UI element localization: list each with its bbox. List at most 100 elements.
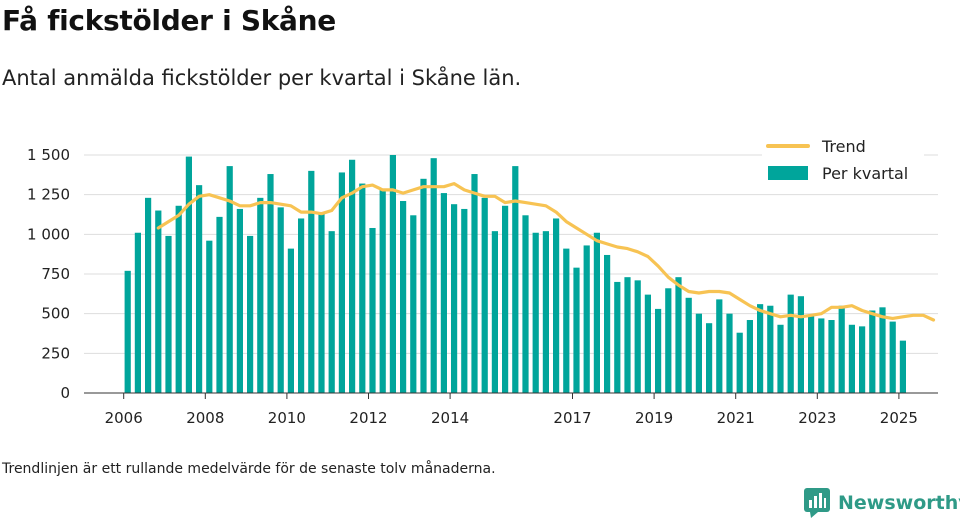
bar xyxy=(328,231,335,393)
bar xyxy=(828,320,835,393)
bar xyxy=(308,170,315,393)
trend-series xyxy=(156,182,936,322)
bar xyxy=(655,308,662,393)
bar xyxy=(757,304,764,393)
bar xyxy=(848,324,855,393)
bar xyxy=(746,320,753,393)
y-tick-label: 250 xyxy=(41,344,70,362)
y-tick-label: 1 250 xyxy=(27,186,70,204)
bar xyxy=(532,232,539,393)
y-tick-label: 1 500 xyxy=(27,146,70,164)
legend: Trend Per kvartal xyxy=(762,136,924,192)
y-tick-label: 750 xyxy=(41,265,70,283)
bar xyxy=(226,166,233,393)
bar xyxy=(502,205,509,393)
bar xyxy=(267,174,274,393)
bar xyxy=(461,208,468,393)
bar xyxy=(349,159,356,393)
x-tick-label: 2019 xyxy=(635,409,673,427)
bar-series xyxy=(124,155,906,393)
bar xyxy=(155,210,162,393)
bar xyxy=(165,235,172,393)
bar xyxy=(216,216,223,393)
bar xyxy=(196,185,203,393)
bar xyxy=(706,323,713,393)
bar xyxy=(491,231,498,393)
bar xyxy=(675,277,682,393)
x-tick-label: 2010 xyxy=(268,409,306,427)
bar xyxy=(716,299,723,393)
brand-logo: Newsworthy xyxy=(804,488,960,518)
legend-bar-swatch xyxy=(768,166,808,180)
bar xyxy=(889,321,896,393)
bar xyxy=(797,296,804,393)
x-tick-label: 2008 xyxy=(186,409,224,427)
x-tick-label: 2025 xyxy=(880,409,918,427)
bar xyxy=(206,240,213,393)
bar xyxy=(134,232,141,393)
bar-chart-logo-icon xyxy=(804,488,830,518)
bar xyxy=(430,158,437,393)
chart-title: Få fickstölder i Skåne xyxy=(2,4,336,37)
bar xyxy=(420,178,427,393)
bar xyxy=(685,297,692,393)
bar xyxy=(481,197,488,393)
bar xyxy=(451,204,458,393)
bar xyxy=(879,307,886,393)
bar xyxy=(410,215,417,393)
bar xyxy=(359,183,366,393)
bar xyxy=(298,218,305,393)
x-tick-label: 2017 xyxy=(553,409,591,427)
bar xyxy=(859,326,866,393)
bar xyxy=(247,235,254,393)
x-tick-label: 2006 xyxy=(105,409,143,427)
x-axis: 2006 2008 2010 2012 2014 2017 2019 2021 2023 2025 xyxy=(84,392,938,427)
legend-label-trend: Trend xyxy=(821,137,866,156)
bar xyxy=(695,313,702,393)
bar xyxy=(471,174,478,393)
bar xyxy=(665,288,672,393)
bar xyxy=(787,294,794,393)
bar xyxy=(838,305,845,393)
bar xyxy=(808,315,815,393)
bar xyxy=(767,305,774,393)
bar xyxy=(236,208,243,393)
bar xyxy=(277,207,284,393)
bar xyxy=(899,340,906,393)
bar xyxy=(644,294,651,393)
legend-label-bars: Per kvartal xyxy=(822,164,908,183)
y-tick-label: 0 xyxy=(60,384,70,402)
bar xyxy=(369,227,376,393)
bar xyxy=(522,215,529,393)
bar xyxy=(338,172,345,393)
bar xyxy=(440,193,447,393)
bar xyxy=(379,189,386,393)
bar xyxy=(736,332,743,393)
bar xyxy=(185,156,192,393)
bar xyxy=(257,197,264,393)
bar xyxy=(512,166,519,393)
x-tick-label: 2012 xyxy=(349,409,387,427)
bar xyxy=(563,248,570,393)
bar xyxy=(869,310,876,393)
bar xyxy=(145,197,152,393)
x-tick-label: 2021 xyxy=(717,409,755,427)
y-tick-label: 1 000 xyxy=(27,225,70,243)
x-tick-label: 2014 xyxy=(431,409,469,427)
bar xyxy=(624,277,631,393)
chart-subtitle: Antal anmälda fickstölder per kvartal i … xyxy=(2,66,522,90)
bar xyxy=(593,232,600,393)
bar xyxy=(389,155,396,393)
x-tick-label: 2023 xyxy=(798,409,836,427)
bar xyxy=(573,267,580,393)
bar xyxy=(400,201,407,393)
bar xyxy=(818,318,825,393)
bar xyxy=(614,281,621,393)
y-axis-ticks: 0 250 500 750 1 000 1 250 1 500 xyxy=(27,146,70,402)
brand-name: Newsworthy xyxy=(838,492,960,514)
bar xyxy=(634,280,641,393)
bar xyxy=(542,231,549,393)
bar xyxy=(287,248,294,393)
bar xyxy=(777,324,784,393)
bar xyxy=(583,245,590,393)
